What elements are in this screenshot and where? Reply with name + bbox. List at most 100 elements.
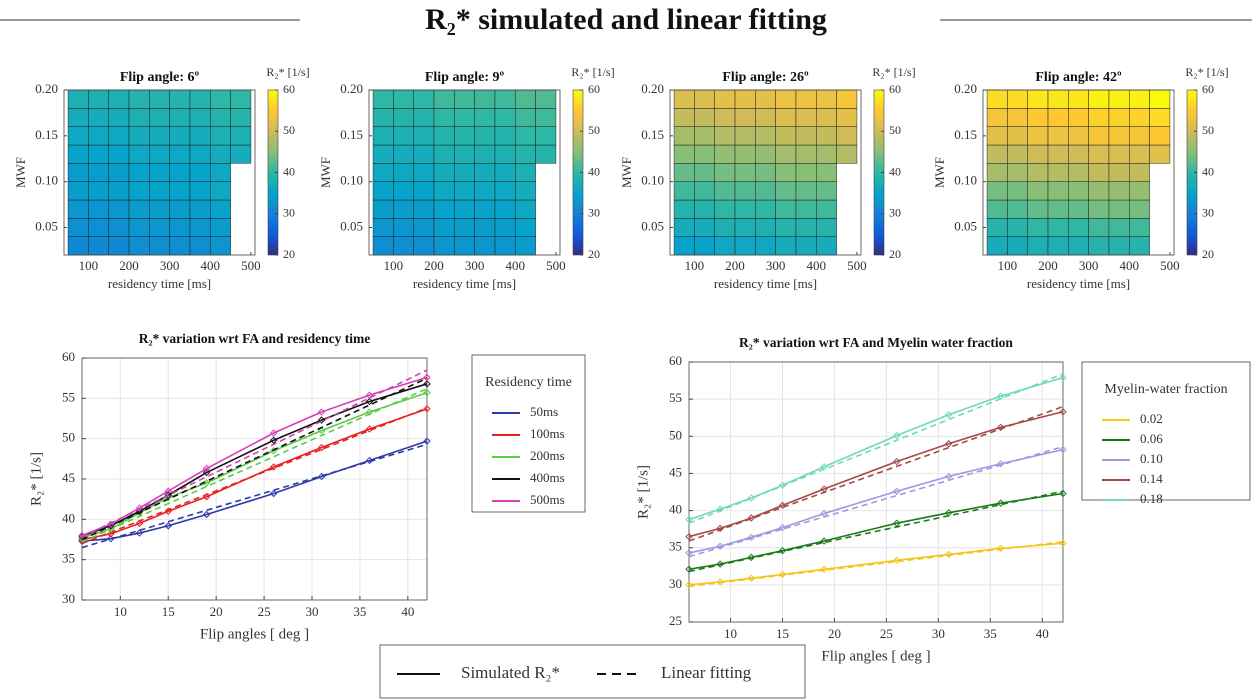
marker	[365, 391, 374, 399]
heatmap-cell	[1129, 199, 1150, 219]
heatmap-cell	[230, 89, 252, 109]
legend-label: 0.18	[1140, 491, 1163, 506]
x-tick-label: 35	[984, 626, 997, 641]
simulated-line	[81, 391, 428, 539]
heatmap-cell	[515, 126, 536, 146]
heatmap-cell	[372, 181, 394, 201]
legend-box	[379, 644, 806, 699]
heatmap-cell	[454, 236, 475, 256]
heatmap-cell	[535, 108, 557, 127]
marker	[365, 456, 374, 465]
legend-label: Simulated R₂*	[461, 663, 560, 682]
x-tick-label: 20	[828, 626, 841, 641]
heatmap-cell	[67, 89, 89, 109]
heatmap-cell	[714, 89, 736, 109]
heatmap-cell	[755, 199, 776, 219]
marker	[1059, 408, 1067, 416]
marker	[135, 519, 144, 528]
colorbar-tick-label: 40	[588, 164, 600, 178]
heatmap-cell	[1047, 181, 1069, 201]
heatmap-cell	[128, 126, 150, 146]
heatmap-cell	[494, 181, 516, 201]
fit-line	[688, 540, 1064, 588]
heatmap-cell	[986, 218, 1008, 237]
heatmap-cell	[1027, 199, 1049, 219]
heatmap-cell	[108, 163, 130, 182]
colorbar-tick-label: 20	[588, 247, 600, 261]
heatmap-cell	[1088, 144, 1110, 164]
marker	[893, 519, 901, 527]
heatmap-cell	[714, 181, 736, 201]
y-tick-label: 55	[669, 390, 682, 405]
heatmap-cell	[714, 126, 736, 146]
colorbar-tick-label: 50	[889, 123, 901, 137]
marker	[269, 463, 278, 471]
heatmap-cell	[189, 108, 211, 127]
marker	[269, 489, 278, 498]
chart-title: Flip angle: 42º	[1035, 70, 1122, 85]
marker	[778, 481, 787, 490]
x-tick-label: 300	[766, 258, 786, 273]
heatmap-cell	[836, 144, 858, 164]
heatmap-cell	[1007, 144, 1028, 164]
marker	[202, 464, 211, 473]
heatmap-cell	[986, 144, 1008, 164]
x-tick-label: 400	[506, 258, 526, 273]
marker	[1059, 539, 1067, 547]
heatmap-cell	[494, 199, 516, 219]
marker	[685, 565, 693, 573]
heatmap-cell	[1129, 126, 1150, 146]
heatmap-cell	[128, 218, 150, 237]
colorbar-tick-label: 60	[889, 82, 901, 96]
x-tick-label: 500	[847, 258, 867, 273]
heatmap-cell	[795, 144, 817, 164]
heatmap-cell	[413, 163, 435, 182]
heatmap-cell	[67, 181, 89, 201]
chart-title: Flip angle: 6º	[120, 70, 200, 85]
heatmap-cell	[1108, 126, 1130, 146]
heatmap-cell	[393, 108, 414, 127]
heatmap-cell	[515, 181, 536, 201]
fit-line	[81, 369, 428, 538]
heatmap-cell	[673, 89, 695, 109]
heatmap-cell	[433, 236, 455, 256]
y-tick-label: 0.15	[641, 127, 664, 142]
heatmap-cell	[108, 89, 130, 109]
heatmap-cell	[1007, 163, 1028, 182]
heatmap-cell	[88, 218, 109, 237]
marker	[135, 529, 144, 537]
legend-label: 0.14	[1140, 471, 1163, 486]
legend-label: 0.02	[1140, 411, 1163, 426]
marker	[1059, 489, 1067, 498]
heatmap-cell	[1129, 89, 1150, 109]
heatmap-cell	[673, 108, 695, 127]
colorbar-label: R₂* [1/s]	[571, 65, 614, 79]
heatmap-cell	[714, 218, 736, 237]
heatmap-cell	[372, 163, 394, 182]
marker	[945, 509, 953, 517]
heatmap-cell	[149, 236, 170, 256]
heatmap-cell	[1007, 89, 1028, 109]
heatmap-cell	[535, 126, 557, 146]
x-tick-label: 15	[776, 626, 789, 641]
marker	[747, 533, 756, 542]
marker	[716, 578, 724, 586]
heatmap-cell	[413, 144, 435, 164]
y-tick-label: 50	[62, 430, 75, 445]
marker	[423, 388, 431, 397]
colorbar-tick-label: 50	[283, 123, 295, 137]
heatmap-cell	[128, 163, 150, 182]
colorbar-tick-label: 40	[1202, 164, 1214, 178]
heatmap-cell	[454, 89, 475, 109]
heatmap-cell	[734, 163, 756, 182]
heatmap-cell	[535, 89, 557, 109]
heatmap-cell	[714, 236, 736, 256]
heatmap-cell	[816, 89, 837, 109]
x-tick-label: 25	[258, 604, 271, 619]
marker	[820, 463, 828, 471]
colorbar-tick-label: 60	[1202, 82, 1214, 96]
heatmap-cell	[128, 108, 150, 127]
heatmap-cell	[816, 199, 837, 219]
heatmap-cell	[1088, 89, 1110, 109]
heatmap-cell	[108, 126, 130, 146]
